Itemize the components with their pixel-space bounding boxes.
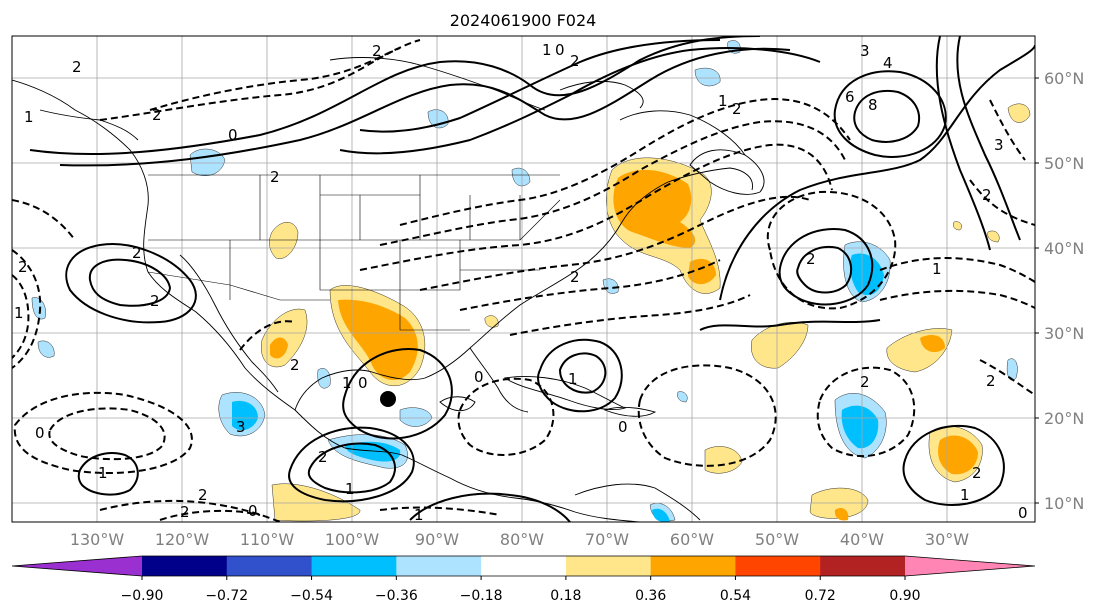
contour-label: 1	[345, 480, 355, 498]
contour-label: 2	[972, 464, 982, 482]
contour-label: 2	[982, 186, 992, 204]
lon-label: 80°W	[500, 530, 544, 549]
map-frame	[11, 35, 1036, 523]
contour-label: 3	[994, 136, 1004, 154]
contour-label: 1	[568, 370, 578, 388]
lon-label: 90°W	[415, 530, 459, 549]
lon-label: 130°W	[70, 530, 125, 549]
borders	[147, 174, 561, 331]
colorbar-segment	[311, 556, 397, 576]
map-panel: 2 1 0 2 3 4 6 8 2 2 1 0 2 2 2 2 1 1 2 2 …	[12, 36, 1035, 524]
contour-label: 2	[152, 106, 162, 124]
colorbar-tick-label: 0.36	[635, 588, 666, 604]
colorbar: −0.90 −0.72 −0.54 −0.36 −0.18 0.18 0.36 0.54 0.7…	[11, 555, 1036, 604]
colorbar-tick-label: 0.72	[805, 588, 836, 604]
lon-label: 110°W	[240, 530, 295, 549]
contour-label: 0	[555, 41, 565, 59]
contour-label: 2	[18, 258, 28, 276]
contour-label: 2	[72, 58, 82, 76]
colorbar-segment	[565, 556, 652, 576]
lat-label: 40°N	[1044, 239, 1084, 258]
contour-label: 2	[270, 168, 280, 186]
contour-label: 2	[290, 356, 300, 374]
contour-label: 0	[1018, 504, 1028, 522]
contour-label: 2	[318, 448, 328, 466]
lon-label: 70°W	[585, 530, 629, 549]
contour-label: 2	[806, 250, 816, 268]
contour-label: 0	[248, 502, 258, 520]
longitude-labels: 130°W 120°W 110°W 100°W 90°W 80°W 70°W 6…	[70, 530, 969, 549]
contour-label: 4	[883, 54, 893, 72]
lat-label: 50°N	[1044, 154, 1084, 173]
contour-label: 2	[180, 503, 190, 521]
lon-label: 120°W	[155, 530, 210, 549]
contour-label: 1	[14, 304, 24, 322]
contour-label: 2	[372, 42, 382, 60]
graticule	[12, 36, 1035, 522]
colorbar-tick-label: −0.36	[375, 588, 418, 604]
contour-label: 1	[960, 486, 970, 504]
colorbar-segment	[820, 556, 906, 576]
lon-label: 100°W	[325, 530, 380, 549]
contour-label: 8	[868, 96, 878, 114]
coastlines	[12, 57, 765, 522]
lat-label: 10°N	[1044, 494, 1084, 513]
contour-label: 0	[474, 368, 484, 386]
colorbar-tick-label: −0.90	[121, 588, 164, 604]
positive-shading	[270, 169, 978, 521]
contour-label: 1	[98, 464, 108, 482]
lon-label: 50°W	[755, 530, 799, 549]
storm-center-marker	[380, 391, 396, 407]
contour-label: 1	[542, 41, 552, 59]
lon-label: 30°W	[925, 530, 969, 549]
colorbar-tick-label: −0.54	[290, 588, 333, 604]
colorbar-segment	[735, 556, 821, 576]
contour-label: 2	[860, 373, 870, 391]
colorbar-tick-label: −0.72	[205, 588, 248, 604]
lon-label: 40°W	[840, 530, 884, 549]
lon-label: 60°W	[670, 530, 714, 549]
colorbar-tick-label: 0.90	[889, 588, 920, 604]
contour-label: 3	[236, 418, 246, 436]
dashed-contours	[12, 39, 1035, 522]
negative-shading	[232, 253, 884, 522]
contour-label-group: 2 1 0 2 3 4 6 8 2 2 1 0 2 2 2 2 1 1 2 2 …	[14, 41, 1028, 524]
contour-label: 0	[358, 374, 368, 392]
contour-label: 1	[718, 92, 728, 110]
colorbar-segment	[650, 556, 736, 576]
colorbar-tick-label: 0.18	[550, 588, 581, 604]
contour-label: 2	[198, 486, 208, 504]
contour-label: 2	[570, 52, 580, 70]
contour-label: 6	[845, 88, 855, 106]
contour-label: 1	[932, 260, 942, 278]
contour-label: 0	[35, 424, 45, 442]
contour-label: 1	[342, 374, 352, 392]
colorbar-tick-label: 0.54	[720, 588, 751, 604]
contour-label: 2	[732, 100, 742, 118]
contour-label: 0	[618, 418, 628, 436]
colorbar-segment	[481, 556, 567, 576]
colorbar-segment	[12, 556, 142, 576]
contour-label: 2	[570, 268, 580, 286]
colorbar-segment	[905, 556, 1035, 576]
contour-label: 1	[24, 108, 34, 126]
latitude-labels: 60°N 50°N 40°N 30°N 20°N 10°N	[1035, 69, 1084, 513]
colorbar-segment	[396, 556, 482, 576]
colorbar-segment	[226, 556, 313, 576]
colorbar-segment	[142, 556, 228, 576]
contour-label: 2	[986, 372, 996, 390]
contour-label: 2	[132, 244, 142, 262]
colorbar-tick-label: −0.18	[460, 588, 503, 604]
contour-label: 3	[860, 42, 870, 60]
contour-label: 1	[414, 506, 424, 524]
contour-label: 2	[150, 292, 160, 310]
contour-label: 0	[228, 126, 238, 144]
map-title: 2024061900 F024	[450, 11, 597, 30]
lat-label: 20°N	[1044, 409, 1084, 428]
lat-label: 60°N	[1044, 69, 1084, 88]
lat-label: 30°N	[1044, 324, 1084, 343]
